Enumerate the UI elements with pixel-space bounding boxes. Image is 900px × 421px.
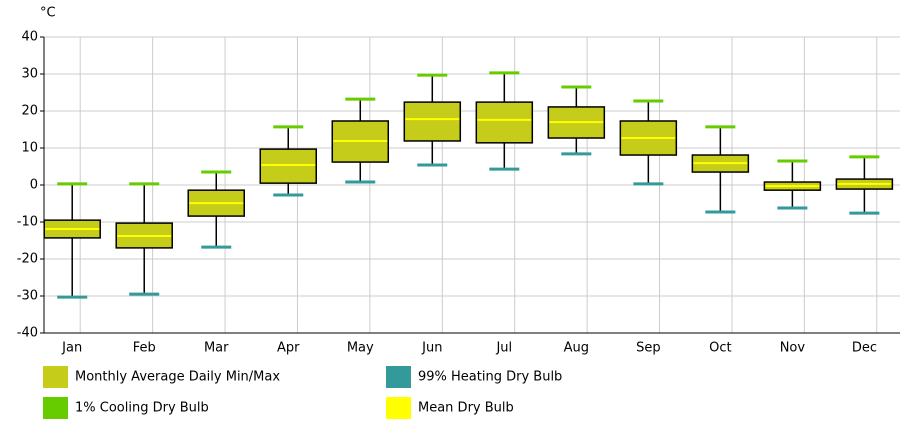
y-tick-label: -40 [17,326,38,341]
y-tick-label: -30 [17,289,38,304]
box [475,101,534,144]
x-tick-label: Dec [852,341,877,356]
x-tick-label: Apr [277,341,300,356]
y-tick-label: 40 [21,30,38,45]
legend-swatch [386,366,411,388]
y-tick-label: 30 [21,67,38,82]
legend-label: 99% Heating Dry Bulb [418,370,562,385]
y-tick-label: 10 [21,141,38,156]
x-tick-label: Jun [421,341,442,356]
y-tick-label: 0 [30,178,38,193]
legend-label: Monthly Average Daily Min/Max [75,370,280,385]
legend-swatch [43,366,68,388]
legend-label: 1% Cooling Dry Bulb [75,401,209,416]
box [259,148,318,184]
x-tick-label: Feb [133,341,156,356]
box [403,101,462,142]
x-tick-label: Oct [709,341,731,356]
y-tick-label: -10 [17,215,38,230]
y-tick-label: 20 [21,104,38,119]
x-tick-label: Aug [564,341,589,356]
x-tick-label: Jul [495,341,512,356]
legend-swatch [386,397,411,419]
legend-swatch [43,397,68,419]
x-tick-label: Mar [204,341,229,356]
legend-label: Mean Dry Bulb [418,401,514,416]
y-tick-label: -20 [17,252,38,267]
x-tick-label: Sep [636,341,661,356]
x-tick-label: Nov [780,341,806,356]
x-tick-label: May [347,341,374,356]
y-unit: °C [40,6,56,21]
x-tick-label: Jan [61,341,82,356]
